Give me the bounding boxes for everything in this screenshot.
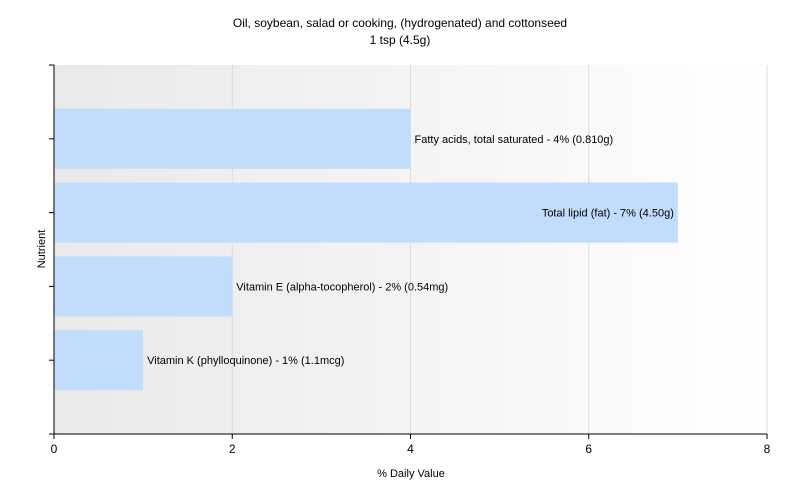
x-tick-label-2: 2 [229,442,236,456]
bar-label-2: Vitamin E (alpha-tocopherol) - 2% (0.54m… [236,281,448,293]
bar-label-3: Vitamin K (phylloquinone) - 1% (1.1mcg) [147,355,344,367]
bar-label-1: Total lipid (fat) - 7% (4.50g) [542,208,674,220]
bar-3 [54,330,144,391]
bars [54,108,678,391]
x-tick-label-0: 0 [51,442,58,456]
x-tick-label-8: 8 [764,442,771,456]
bar-labels: Fatty acids, total saturated - 4% (0.810… [147,134,674,367]
bar-2 [54,256,233,317]
chart-subtitle: 1 tsp (4.5g) [370,33,431,47]
bar-0 [54,108,411,169]
x-tick-label-4: 4 [407,442,414,456]
y-axis-title: Nutrient [36,230,48,269]
x-tick-label-6: 6 [585,442,592,456]
axes: 0 2 4 6 8 [49,64,771,456]
x-axis-title: % Daily Value [377,468,445,480]
bar-1 [54,182,678,243]
bar-label-0: Fatty acids, total saturated - 4% (0.810… [415,134,614,146]
chart-title: Oil, soybean, salad or cooking, (hydroge… [233,16,567,30]
